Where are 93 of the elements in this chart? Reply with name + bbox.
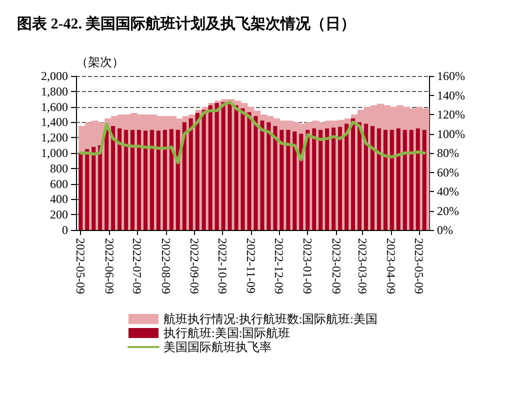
bar	[85, 149, 90, 230]
x-tick-label: 2022-08-09	[158, 238, 173, 294]
bar	[280, 130, 284, 230]
bar	[162, 130, 167, 230]
x-tick-label: 2023-04-09	[384, 238, 398, 294]
bar	[150, 130, 154, 230]
bar	[396, 128, 400, 230]
y-tick-label: 1,600	[41, 100, 68, 114]
bar	[202, 110, 206, 230]
bar	[221, 102, 226, 230]
bar	[286, 130, 290, 230]
bar	[299, 134, 304, 230]
bar	[130, 130, 135, 230]
bar	[351, 118, 356, 230]
bar	[240, 108, 245, 230]
y-tick-label: 0	[62, 223, 68, 237]
bar	[422, 130, 426, 230]
bar	[214, 102, 219, 230]
y-tick-label: 1,000	[41, 146, 68, 160]
x-tick-label: 2022-09-09	[188, 238, 202, 294]
y2-tick-label: 20%	[437, 204, 459, 218]
bar	[312, 128, 316, 230]
bar	[266, 122, 271, 230]
x-tick-label: 2022-10-09	[215, 238, 230, 294]
bar	[118, 128, 122, 230]
bar	[104, 130, 109, 230]
bar	[416, 128, 420, 230]
bar	[188, 118, 193, 230]
y2-tick-label: 120%	[437, 108, 465, 122]
line-series	[79, 100, 426, 164]
bar	[182, 122, 186, 230]
bar	[124, 130, 128, 230]
x-tick-label: 2022-12-09	[272, 238, 286, 294]
bar	[176, 130, 180, 230]
bar	[137, 130, 142, 230]
y-tick-label: 1,800	[41, 84, 68, 98]
bar	[208, 105, 212, 230]
bar	[234, 105, 238, 230]
bar	[402, 130, 407, 230]
bar	[376, 128, 381, 230]
bar	[92, 146, 96, 230]
bar	[325, 128, 330, 230]
y-axis-title: （架次）	[76, 55, 124, 69]
x-tick-label: 2023-02-09	[329, 238, 344, 294]
y-tick-label: 400	[50, 192, 68, 206]
bar	[111, 126, 116, 230]
y2-tick-label: 0%	[437, 223, 453, 237]
y2-tick-label: 40%	[437, 184, 459, 198]
bar	[156, 130, 160, 230]
bar	[358, 122, 362, 230]
x-tick-label: 2023-05-09	[412, 238, 426, 294]
y-tick-label: 2,000	[41, 69, 68, 83]
y2-tick-label: 140%	[437, 88, 465, 102]
bar	[364, 124, 368, 230]
bar	[228, 102, 232, 230]
legend-label: 美国国际航班执飞率	[164, 340, 272, 354]
bar	[78, 153, 83, 230]
bar	[409, 130, 414, 230]
bar	[344, 124, 349, 230]
bar	[292, 131, 297, 230]
y-tick-label: 600	[50, 176, 68, 191]
bar	[98, 145, 102, 230]
bar	[370, 126, 374, 230]
bar	[383, 130, 388, 230]
x-tick-label: 2023-01-09	[300, 238, 315, 294]
bar	[390, 130, 394, 230]
bar	[273, 126, 278, 230]
legend-label: 航班执行情况:执行航班数:国际航班:美国	[164, 312, 378, 326]
bar	[143, 130, 148, 230]
y2-tick-label: 80%	[437, 146, 459, 160]
y2-tick-label: 100%	[437, 126, 465, 141]
y-tick-label: 800	[50, 161, 68, 176]
bar	[169, 129, 174, 230]
bar	[247, 112, 252, 230]
bar	[306, 130, 310, 230]
y-tick-label: 200	[50, 208, 68, 222]
x-tick-label: 2023-03-09	[355, 238, 370, 294]
bar	[318, 130, 323, 230]
bar	[260, 120, 264, 230]
legend-label: 执行航班:美国:国际航班	[164, 326, 290, 340]
y2-tick-label: 160%	[437, 69, 465, 83]
bar	[254, 116, 258, 230]
y-tick-label: 1,200	[41, 130, 68, 145]
chart-title: 图表 2-42. 美国国际航班计划及执飞架次情况（日）	[17, 14, 356, 32]
bar	[195, 112, 200, 230]
x-tick-label: 2022-06-09	[102, 238, 116, 294]
bar	[332, 128, 336, 230]
x-tick-label: 2022-05-09	[74, 238, 88, 294]
x-tick-label: 2022-11-09	[244, 238, 258, 294]
y-tick-label: 1,400	[41, 115, 68, 130]
x-tick-label: 2022-07-09	[130, 238, 144, 294]
y2-tick-label: 60%	[437, 165, 459, 180]
bar	[338, 126, 342, 230]
